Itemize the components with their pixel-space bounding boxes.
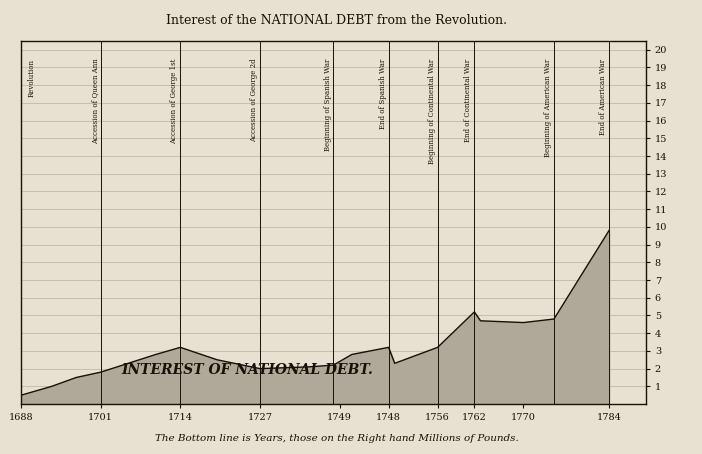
Text: Accession of George 1st: Accession of George 1st xyxy=(171,59,178,144)
Text: End of Continental War: End of Continental War xyxy=(465,59,472,142)
Text: Beginning of American War: Beginning of American War xyxy=(544,59,552,157)
Text: Beginning of Spanish War: Beginning of Spanish War xyxy=(324,59,331,151)
Text: End of American War: End of American War xyxy=(600,59,607,135)
Text: Accession of George 2d: Accession of George 2d xyxy=(250,59,258,142)
Text: Interest of the NATIONAL DEBT from the Revolution.: Interest of the NATIONAL DEBT from the R… xyxy=(166,14,508,27)
Text: End of Spanish War: End of Spanish War xyxy=(379,59,387,129)
Text: Accession of Queen Ann: Accession of Queen Ann xyxy=(91,59,99,144)
Text: INTEREST OF NATIONAL DEBT.: INTEREST OF NATIONAL DEBT. xyxy=(121,364,373,377)
Text: Revolution: Revolution xyxy=(27,59,35,97)
Text: The Bottom line is Years, those on the Right hand Millions of Pounds.: The Bottom line is Years, those on the R… xyxy=(155,434,519,443)
Text: Beginning of Continental War: Beginning of Continental War xyxy=(428,59,436,164)
